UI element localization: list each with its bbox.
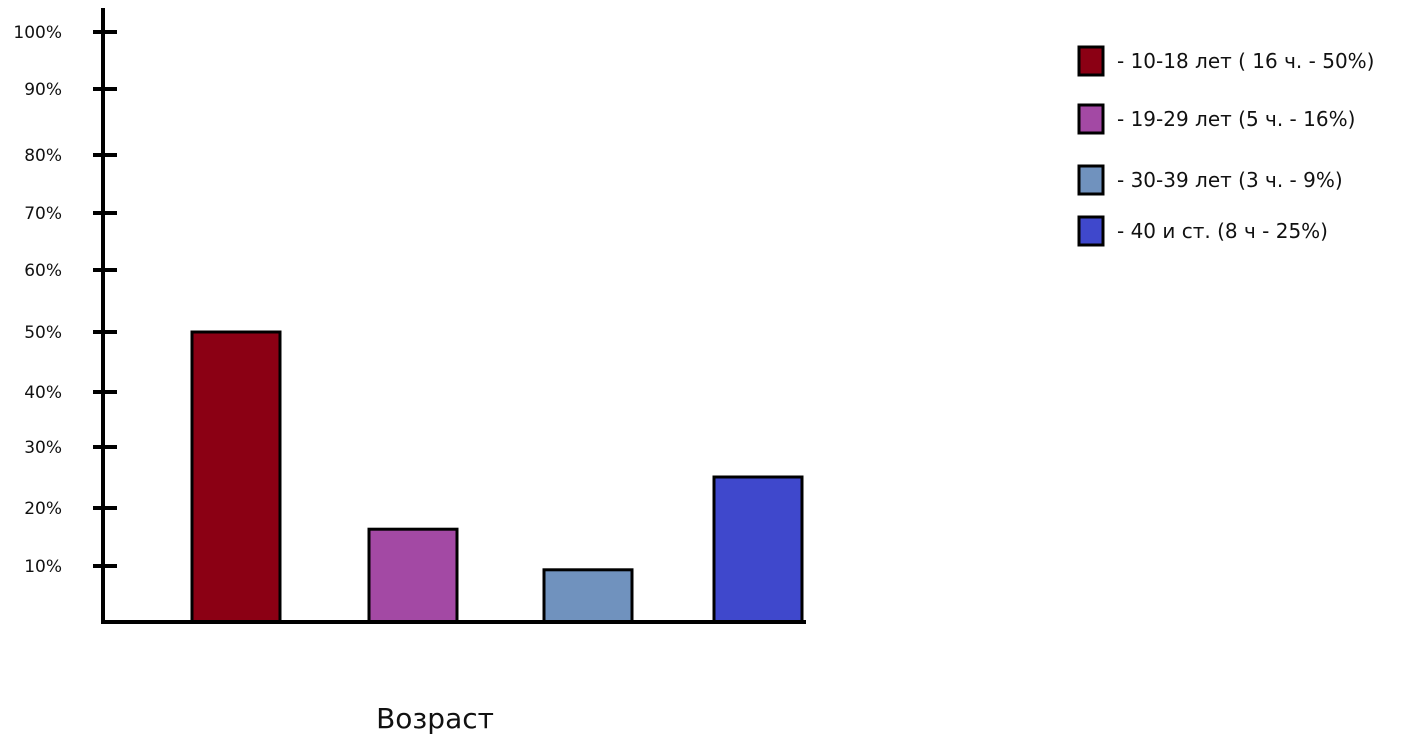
legend-swatch: [1077, 45, 1105, 77]
bar-4: [712, 475, 804, 624]
y-tick-label: 90%: [24, 80, 62, 100]
legend-entry: - 30-39 лет (3 ч. - 9%): [1117, 168, 1343, 192]
y-tick-label: 50%: [24, 323, 62, 343]
legend: - 10-18 лет ( 16 ч. - 50%) - 19-29 лет (5…: [1077, 45, 1374, 247]
y-tick-label: 70%: [24, 204, 62, 224]
legend-entry: - 40 и ст. (8 ч - 25%): [1117, 219, 1328, 243]
legend-entry: - 10-18 лет ( 16 ч. - 50%): [1117, 49, 1374, 73]
bars: [190, 330, 804, 624]
y-tick-label: 10%: [24, 557, 62, 577]
bar-2: [367, 527, 459, 624]
legend-entry: - 19-29 лет (5 ч. - 16%): [1117, 107, 1355, 131]
legend-swatch: [1077, 103, 1105, 135]
y-tick-label: 40%: [24, 383, 62, 403]
legend-swatch: [1077, 164, 1105, 196]
x-axis-label: Возраст: [376, 702, 494, 735]
y-tick-label: 60%: [24, 261, 62, 281]
y-tick-label: 80%: [24, 146, 62, 166]
y-tick-label: 20%: [24, 499, 62, 519]
bar-1: [190, 330, 282, 624]
y-axis: 10% 20% 30% 40% 50% 60% 70% 80% 90% 100%: [13, 8, 117, 622]
y-tick-label: 100%: [13, 23, 62, 43]
bar-3: [542, 568, 634, 624]
y-tick-label: 30%: [24, 438, 62, 458]
legend-swatch: [1077, 215, 1105, 247]
